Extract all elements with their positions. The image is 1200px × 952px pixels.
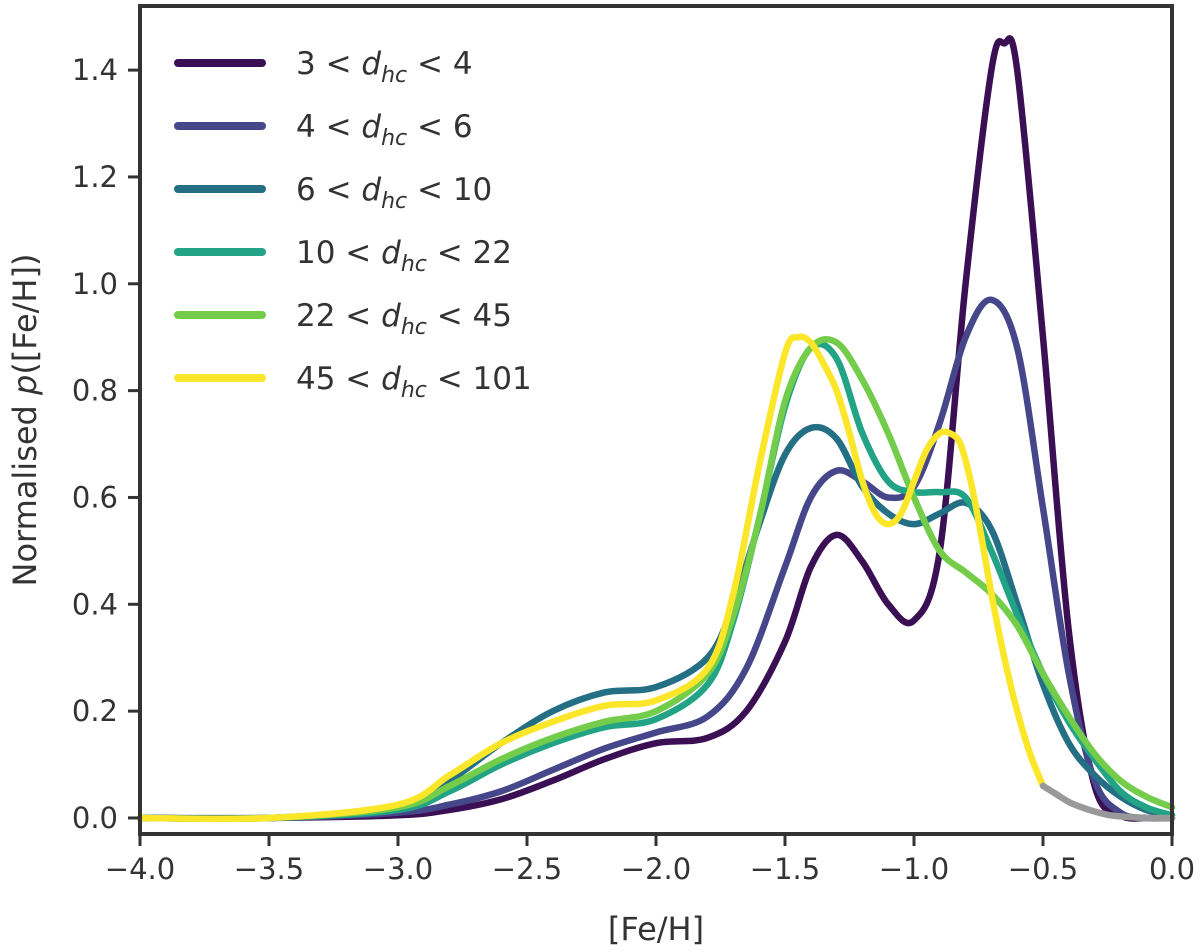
y-tick-label: 0.4: [72, 587, 118, 621]
series-layer: [136, 35, 1176, 823]
x-tick-label: −3.5: [234, 852, 304, 886]
legend-label-0: 3 < dhc < 4: [296, 46, 473, 88]
series-line-6: [1039, 782, 1176, 822]
legend-var: d: [381, 361, 401, 397]
legend-sub: hc: [401, 315, 427, 340]
series-line-4: [136, 336, 1176, 823]
legend-sub: hc: [401, 378, 427, 403]
y-tick-label: 1.0: [72, 267, 118, 301]
x-axis-title: [Fe/H]: [608, 910, 704, 948]
x-tick-label: −0.5: [1008, 852, 1078, 886]
legend-var: d: [381, 298, 401, 334]
legend-sub: hc: [381, 189, 407, 214]
legend-sub: hc: [401, 252, 427, 277]
legend-label-1: 4 < dhc < 6: [296, 109, 473, 151]
legend-low: 10 <: [296, 235, 381, 271]
x-tick-label: −2.5: [492, 852, 562, 886]
legend-low: 22 <: [296, 298, 381, 334]
x-tick-label: −3.0: [363, 852, 433, 886]
legend-label-2: 6 < dhc < 10: [296, 172, 492, 214]
legend-var: d: [381, 235, 401, 271]
y-axis-title-prefix: Normalised: [6, 395, 44, 587]
legend-high: < 4: [407, 46, 472, 82]
legend-low: 45 <: [296, 361, 381, 397]
series-line-5: [136, 333, 1047, 823]
x-tick-label: −1.5: [750, 852, 820, 886]
y-tick-label: 1.2: [72, 160, 118, 194]
legend-sub: hc: [381, 63, 407, 88]
x-tick-label: −1.0: [879, 852, 949, 886]
x-tick-label: −2.0: [621, 852, 691, 886]
legend-label-4: 22 < dhc < 45: [296, 298, 512, 340]
x-tick-label: −4.0: [105, 852, 175, 886]
y-tick-label: 0.2: [72, 694, 118, 728]
y-tick-label: 1.4: [72, 53, 118, 87]
legend-high: < 22: [427, 235, 512, 271]
legend-high: < 45: [427, 298, 512, 334]
legend-high: < 101: [427, 361, 532, 397]
tick-layer: −4.0 −3.5 −3.0 −2.5 −2.0 −1.5 −1.0 −0.5 0.0 0.0 0.…: [72, 53, 1195, 886]
y-tick-label: 0.6: [72, 480, 118, 514]
legend-label-3: 10 < dhc < 22: [296, 235, 512, 277]
legend-low: 6 <: [296, 172, 361, 208]
series-line-0: [136, 35, 1176, 822]
legend-var: d: [361, 46, 381, 82]
y-tick-label: 0.8: [72, 374, 118, 408]
y-axis-title: Normalised p([Fe/H]): [6, 254, 44, 587]
legend-var: d: [361, 172, 381, 208]
y-axis-title-suffix: ([Fe/H]): [6, 254, 44, 375]
legend-label-5: 45 < dhc < 101: [296, 361, 532, 403]
y-tick-label: 0.0: [72, 801, 118, 835]
legend-high: < 10: [407, 172, 492, 208]
y-axis-title-italic: p: [6, 375, 44, 396]
legend-low: 3 <: [296, 46, 361, 82]
x-tick-label: 0.0: [1149, 852, 1195, 886]
legend-low: 4 <: [296, 109, 361, 145]
legend-high: < 6: [407, 109, 472, 145]
legend-sub: hc: [381, 126, 407, 151]
legend-var: d: [361, 109, 381, 145]
